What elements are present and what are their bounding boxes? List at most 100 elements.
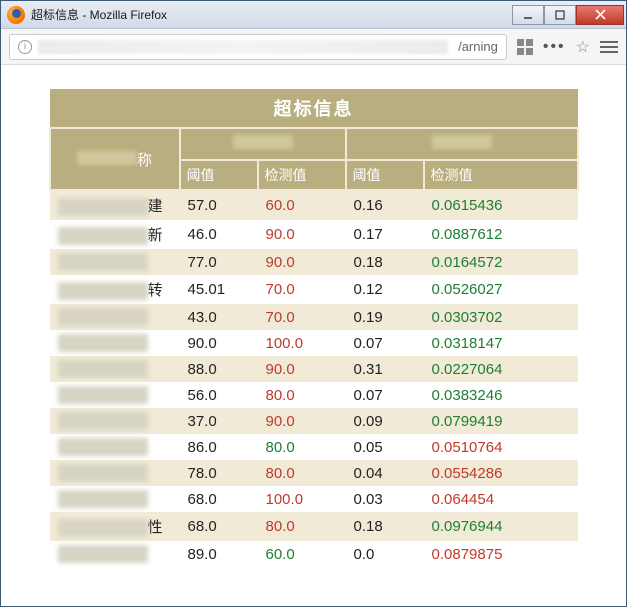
- col-header-threshold1: 阈值: [180, 160, 258, 190]
- col-header-threshold2: 阈值: [346, 160, 424, 190]
- cell-detected2: 0.0318147: [424, 330, 578, 356]
- table-row: 新46.090.00.170.0887612: [50, 220, 578, 249]
- cell-threshold1: 90.0: [180, 330, 258, 356]
- cell-threshold1: 77.0: [180, 249, 258, 275]
- overlimit-table: 超标信息 称 阈值 检测值 阈值 检测值 建57.: [49, 89, 579, 567]
- table-row: 43.070.00.190.0303702: [50, 304, 578, 330]
- col-header-detected1: 检测值: [258, 160, 346, 190]
- cell-detected1: 60.0: [258, 190, 346, 220]
- cell-detected1: 80.0: [258, 460, 346, 486]
- cell-name: [50, 460, 180, 486]
- table-row: 89.060.00.00.0879875: [50, 541, 578, 567]
- cell-threshold1: 86.0: [180, 434, 258, 460]
- cell-detected2: 0.0164572: [424, 249, 578, 275]
- cell-threshold1: 45.01: [180, 275, 258, 304]
- cell-threshold2: 0.03: [346, 486, 424, 512]
- cell-threshold1: 88.0: [180, 356, 258, 382]
- cell-threshold2: 0.18: [346, 249, 424, 275]
- cell-detected2: 0.0510764: [424, 434, 578, 460]
- cell-detected1: 90.0: [258, 356, 346, 382]
- cell-detected1: 80.0: [258, 512, 346, 541]
- url-obscured: [38, 40, 448, 54]
- cell-threshold1: 37.0: [180, 408, 258, 434]
- cell-threshold1: 57.0: [180, 190, 258, 220]
- table-row: 77.090.00.180.0164572: [50, 249, 578, 275]
- cell-detected2: 0.0227064: [424, 356, 578, 382]
- cell-name: [50, 486, 180, 512]
- titlebar: 超标信息 - Mozilla Firefox: [1, 1, 626, 29]
- cell-threshold2: 0.0: [346, 541, 424, 567]
- cell-threshold1: 46.0: [180, 220, 258, 249]
- table-row: 86.080.00.050.0510764: [50, 434, 578, 460]
- cell-threshold1: 43.0: [180, 304, 258, 330]
- url-input[interactable]: i /arning: [9, 34, 507, 60]
- cell-detected2: 0.0526027: [424, 275, 578, 304]
- cell-threshold1: 78.0: [180, 460, 258, 486]
- cell-threshold2: 0.07: [346, 382, 424, 408]
- col-header-group1: [180, 128, 346, 160]
- cell-threshold2: 0.19: [346, 304, 424, 330]
- cell-detected1: 100.0: [258, 330, 346, 356]
- window-controls: [512, 5, 624, 25]
- close-button[interactable]: [576, 5, 624, 25]
- cell-detected2: 0.0879875: [424, 541, 578, 567]
- qr-icon[interactable]: [517, 39, 533, 55]
- cell-threshold2: 0.31: [346, 356, 424, 382]
- cell-detected2: 0.0383246: [424, 382, 578, 408]
- cell-threshold2: 0.17: [346, 220, 424, 249]
- cell-name: [50, 434, 180, 460]
- cell-threshold1: 89.0: [180, 541, 258, 567]
- url-visible: /arning: [458, 39, 498, 54]
- cell-detected2: 0.064454: [424, 486, 578, 512]
- cell-name: 建: [50, 190, 180, 220]
- cell-detected1: 80.0: [258, 382, 346, 408]
- table-row: 建57.060.00.160.0615436: [50, 190, 578, 220]
- cell-detected1: 70.0: [258, 304, 346, 330]
- firefox-window: 超标信息 - Mozilla Firefox i /arning ••• ☆: [0, 0, 627, 607]
- cell-detected2: 0.0554286: [424, 460, 578, 486]
- cell-threshold2: 0.07: [346, 330, 424, 356]
- page-actions-icon[interactable]: •••: [543, 39, 566, 55]
- col-header-detected2: 检测值: [424, 160, 578, 190]
- cell-name: [50, 330, 180, 356]
- cell-detected1: 70.0: [258, 275, 346, 304]
- page-content: 超标信息 称 阈值 检测值 阈值 检测值 建57.: [1, 65, 626, 606]
- table-row: 37.090.00.090.0799419: [50, 408, 578, 434]
- cell-detected1: 80.0: [258, 434, 346, 460]
- cell-detected1: 100.0: [258, 486, 346, 512]
- cell-detected1: 90.0: [258, 408, 346, 434]
- table-row: 68.0100.00.030.064454: [50, 486, 578, 512]
- firefox-icon: [7, 6, 25, 24]
- cell-threshold2: 0.16: [346, 190, 424, 220]
- cell-name: [50, 356, 180, 382]
- cell-detected2: 0.0303702: [424, 304, 578, 330]
- cell-threshold2: 0.09: [346, 408, 424, 434]
- minimize-button[interactable]: [512, 5, 544, 25]
- table-title: 超标信息: [50, 89, 578, 128]
- cell-name: [50, 408, 180, 434]
- cell-name: [50, 304, 180, 330]
- table-row: 56.080.00.070.0383246: [50, 382, 578, 408]
- cell-detected2: 0.0615436: [424, 190, 578, 220]
- bookmark-icon[interactable]: ☆: [576, 37, 590, 57]
- cell-name: [50, 541, 180, 567]
- cell-name: 新: [50, 220, 180, 249]
- hamburger-menu-icon[interactable]: [600, 41, 618, 53]
- maximize-button[interactable]: [544, 5, 576, 25]
- cell-threshold1: 68.0: [180, 512, 258, 541]
- table-row: 转45.0170.00.120.0526027: [50, 275, 578, 304]
- cell-detected1: 60.0: [258, 541, 346, 567]
- window-title: 超标信息 - Mozilla Firefox: [31, 6, 512, 23]
- cell-name: [50, 382, 180, 408]
- cell-threshold1: 56.0: [180, 382, 258, 408]
- cell-detected1: 90.0: [258, 220, 346, 249]
- cell-threshold2: 0.18: [346, 512, 424, 541]
- cell-threshold2: 0.12: [346, 275, 424, 304]
- site-info-icon[interactable]: i: [18, 40, 32, 54]
- address-bar: i /arning ••• ☆: [1, 29, 626, 65]
- cell-name: [50, 249, 180, 275]
- col-header-name: 称: [50, 128, 180, 190]
- col-header-group2: [346, 128, 578, 160]
- cell-threshold2: 0.05: [346, 434, 424, 460]
- table-row: 90.0100.00.070.0318147: [50, 330, 578, 356]
